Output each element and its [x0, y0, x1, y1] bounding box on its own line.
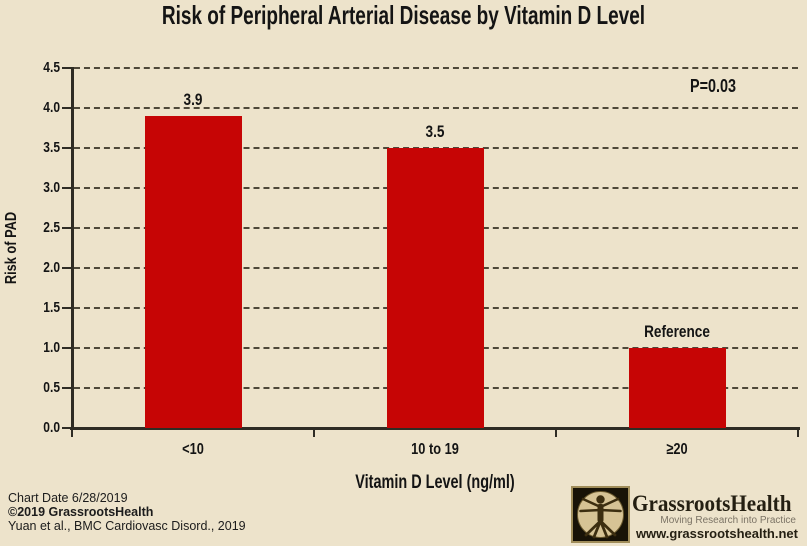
- y-tick: [62, 107, 72, 109]
- y-tick-label: 2.0: [43, 259, 60, 276]
- y-tick-label: 3.5: [43, 139, 60, 156]
- y-axis-line: [71, 67, 74, 429]
- y-tick: [62, 227, 72, 229]
- logo-tagline: Moving Research into Practice: [660, 515, 796, 526]
- y-tick: [62, 307, 72, 309]
- x-tick: [71, 428, 73, 437]
- y-tick-label: 2.5: [43, 219, 60, 236]
- y-tick-label: 4.5: [43, 59, 60, 76]
- bar-value-label: 3.9: [183, 90, 203, 109]
- bar-value-label: 3.5: [425, 122, 445, 141]
- y-tick: [62, 427, 72, 429]
- x-axis-line: [70, 427, 800, 430]
- y-tick: [62, 67, 72, 69]
- bar: [386, 148, 484, 428]
- copyright: ©2019 GrassrootsHealth: [8, 505, 154, 519]
- y-tick-label: 3.0: [43, 179, 60, 196]
- y-tick-label: 0.0: [43, 419, 60, 436]
- y-tick: [62, 267, 72, 269]
- y-tick: [62, 347, 72, 349]
- p-value-annotation: P=0.03: [689, 76, 737, 96]
- y-tick-label: 0.5: [43, 379, 60, 396]
- citation: Yuan et al., BMC Cardiovasc Disord., 201…: [8, 519, 246, 533]
- bar-value-label: Reference: [644, 322, 710, 341]
- bar: [628, 348, 726, 428]
- x-axis-title: Vitamin D Level (ng/ml): [355, 472, 515, 493]
- gridline: [74, 67, 798, 69]
- chart-title: Risk of Peripheral Arterial Disease by V…: [161, 0, 646, 30]
- y-tick: [62, 387, 72, 389]
- y-tick: [62, 147, 72, 149]
- x-tick-label: ≥20: [666, 441, 688, 458]
- y-tick-label: 1.5: [43, 299, 60, 316]
- y-tick-label: 4.0: [43, 99, 60, 116]
- x-tick: [313, 428, 315, 437]
- gridline: [74, 107, 798, 109]
- logo-website: www.grassrootshealth.net: [635, 526, 798, 541]
- bar: [144, 116, 242, 428]
- chart-date: Chart Date 6/28/2019: [8, 491, 128, 505]
- y-axis-title: Risk of PAD: [3, 211, 20, 285]
- x-tick: [555, 428, 557, 437]
- vitruvian-man-icon: [571, 486, 630, 543]
- x-tick-label: <10: [182, 441, 204, 458]
- x-tick: [797, 428, 799, 437]
- y-tick-label: 1.0: [43, 339, 60, 356]
- x-tick-label: 10 to 19: [411, 441, 459, 458]
- logo-wordmark: GrassrootsHealth: [632, 491, 792, 516]
- y-tick: [62, 187, 72, 189]
